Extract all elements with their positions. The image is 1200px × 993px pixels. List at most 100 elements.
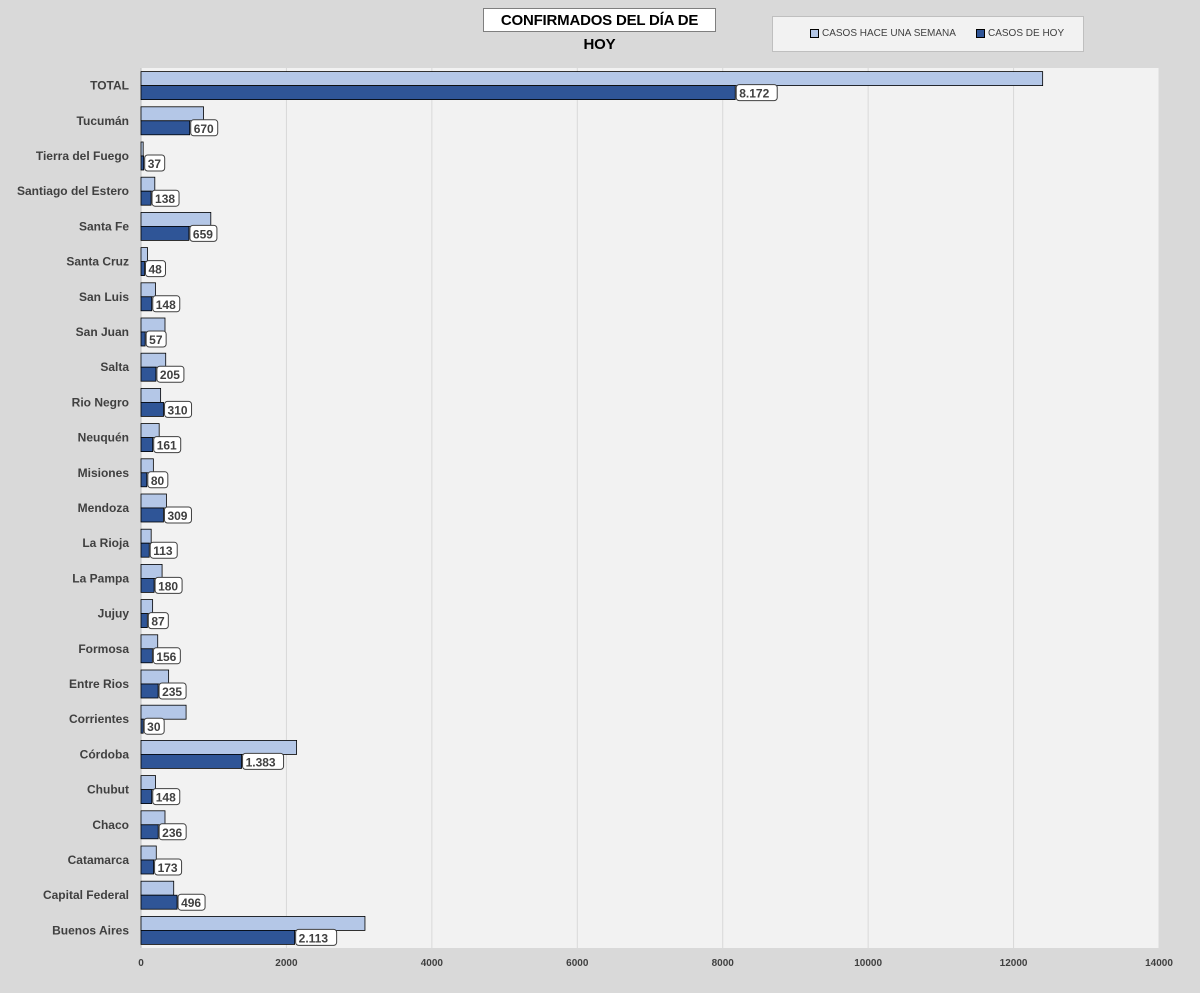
bar-today [140, 120, 191, 136]
chart-title: CONFIRMADOS DEL DÍA DE HOY [483, 8, 716, 53]
bar-today [140, 718, 144, 734]
data-label: 1.383 [246, 755, 276, 769]
data-label: 161 [157, 439, 177, 453]
category-label: San Luis [79, 290, 129, 304]
data-label-box [152, 647, 181, 665]
data-label: 236 [162, 826, 182, 840]
bar-week-ago [140, 775, 156, 790]
bar-today [140, 930, 296, 945]
category-label: Santiago del Estero [17, 184, 129, 198]
data-label: 310 [168, 403, 188, 417]
category-label: Entre Rios [69, 677, 129, 691]
bar-today [140, 824, 159, 840]
bar-week-ago [140, 916, 366, 931]
data-label: 180 [158, 579, 178, 593]
bar-week-ago [140, 423, 160, 439]
bar-today [140, 155, 145, 171]
x-tick-label: 2000 [275, 958, 298, 969]
data-label: 173 [158, 861, 178, 875]
bar-today [140, 859, 154, 875]
bar-today [140, 542, 150, 558]
bar-today [140, 613, 148, 628]
bar-today [140, 190, 152, 206]
legend-swatch-today [976, 29, 985, 38]
category-label: San Juan [76, 325, 129, 339]
bar-week-ago [140, 845, 157, 861]
data-label: 30 [147, 720, 161, 734]
data-label-box [143, 717, 165, 735]
category-label: Córdoba [80, 747, 130, 761]
legend-label-week-ago: CASOS HACE UNA SEMANA [822, 28, 956, 39]
data-label-box [163, 506, 192, 524]
x-tick-label: 4000 [421, 958, 444, 969]
category-label: La Rioja [82, 536, 129, 550]
category-label: Formosa [78, 642, 129, 656]
data-label-box [147, 612, 169, 630]
bar-week-ago [140, 141, 144, 157]
category-label: Misiones [78, 466, 130, 480]
bar-week-ago [140, 352, 167, 368]
bar-week-ago [140, 740, 298, 755]
data-label: 57 [149, 333, 163, 347]
bar-week-ago [140, 458, 154, 474]
bar-week-ago [140, 317, 166, 333]
bar-today [140, 401, 164, 417]
category-label: Chaco [92, 818, 129, 832]
category-label: Santa Fe [79, 219, 129, 233]
x-tick-label: 12000 [1000, 958, 1028, 969]
data-label-box [145, 330, 167, 348]
data-label: 148 [156, 298, 176, 312]
data-label-box [152, 788, 181, 806]
category-label: Santa Cruz [66, 255, 129, 269]
category-label: Salta [100, 360, 129, 374]
legend-item-today: CASOS DE HOY [976, 28, 1064, 39]
bar-week-ago [140, 528, 152, 544]
x-tick-label: 14000 [1145, 958, 1173, 969]
data-label-box [242, 752, 285, 770]
bar-today [140, 472, 148, 488]
bar-week-ago [140, 564, 163, 579]
data-label-box [144, 260, 166, 278]
data-label: 235 [162, 685, 182, 699]
data-label-box [144, 154, 166, 172]
data-label-box [152, 295, 181, 313]
labels: 0 2000 4000 6000 8000 10000 12000 14000 TOTAL 8.1… [17, 79, 1173, 969]
bar-week-ago [140, 106, 204, 122]
data-label-box [158, 823, 187, 841]
data-label: 2.113 [299, 931, 329, 945]
category-label: Mendoza [78, 501, 130, 515]
x-tick-label: 8000 [712, 958, 735, 969]
bar-today [140, 507, 164, 523]
plot-area [141, 68, 1159, 948]
chart-legend: CASOS HACE UNA SEMANA CASOS DE HOY [772, 16, 1084, 52]
bar-week-ago [140, 634, 159, 650]
bar-today [140, 261, 145, 277]
bar-week-ago [140, 247, 148, 263]
data-label-box [154, 858, 183, 876]
legend-swatch-week-ago [810, 29, 819, 38]
bar-week-ago [140, 387, 162, 403]
bar-week-ago [140, 211, 212, 227]
bar-week-ago [140, 71, 1044, 86]
data-label: 48 [148, 263, 162, 277]
bar-today [140, 296, 153, 312]
bar-week-ago [140, 880, 175, 896]
data-label-box [154, 576, 183, 594]
data-label-box [189, 224, 218, 242]
data-label: 8.172 [739, 87, 769, 101]
bar-week-ago [140, 704, 187, 720]
category-label: Chubut [87, 783, 129, 797]
data-label: 80 [151, 474, 165, 488]
bar-today [140, 754, 242, 769]
category-label: Capital Federal [43, 888, 129, 902]
category-label: Tucumán [77, 114, 129, 128]
bar-today [140, 789, 153, 804]
data-label: 138 [155, 192, 175, 206]
legend-label-today: CASOS DE HOY [988, 28, 1065, 39]
data-label: 37 [148, 157, 162, 171]
data-label-box [151, 189, 180, 207]
data-label-box [190, 119, 219, 137]
category-label: Rio Negro [72, 395, 129, 409]
bar-week-ago [140, 176, 156, 192]
